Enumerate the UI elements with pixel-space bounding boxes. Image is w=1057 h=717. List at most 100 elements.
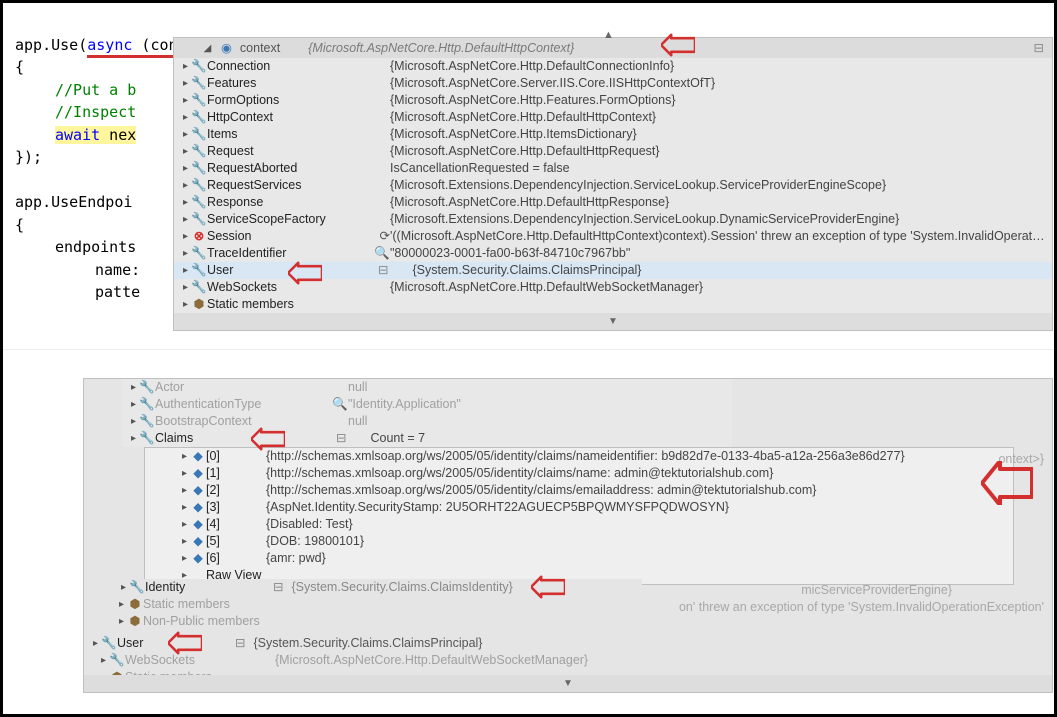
expander-icon[interactable]: ▸ bbox=[116, 596, 127, 613]
property-row[interactable]: ▸🔧User⊟{System.Security.Claims.ClaimsPri… bbox=[174, 262, 1052, 279]
expander-icon[interactable]: ▸ bbox=[180, 109, 191, 126]
expander-icon[interactable]: ▸ bbox=[98, 652, 109, 669]
expander-icon[interactable]: ▸ bbox=[116, 613, 127, 630]
expander-icon[interactable]: ▸ bbox=[118, 579, 129, 596]
property-row[interactable]: ▸🔧RequestServices{Microsoft.Extensions.D… bbox=[174, 177, 1052, 194]
cube-icon: ◆ bbox=[190, 516, 206, 533]
refresh-icon[interactable]: ⟳ bbox=[380, 229, 390, 243]
wrench-icon: 🔧 bbox=[129, 579, 145, 596]
property-row[interactable]: ▸🔧WebSockets{Microsoft.AspNetCore.Http.D… bbox=[84, 652, 704, 669]
expander-icon[interactable]: ▸ bbox=[180, 75, 191, 92]
claim-row[interactable]: ▸◆[5]{DOB: 19800101} bbox=[145, 533, 1013, 550]
property-row[interactable]: ▸🔧Items{Microsoft.AspNetCore.Http.ItemsD… bbox=[174, 126, 1052, 143]
property-value: {Microsoft.AspNetCore.Http.DefaultHttpRe… bbox=[390, 143, 1046, 160]
claim-row[interactable]: ▸◆[6]{amr: pwd} bbox=[145, 550, 1013, 567]
property-row[interactable]: ▸🔧BootstrapContextnull bbox=[122, 413, 732, 430]
expander-icon[interactable]: ▸ bbox=[180, 296, 191, 313]
search-icon[interactable]: 🔍 bbox=[332, 397, 348, 411]
pin-icon[interactable]: ⊟ bbox=[378, 262, 388, 279]
property-row[interactable]: ▸🔧Request{Microsoft.AspNetCore.Http.Defa… bbox=[174, 143, 1052, 160]
property-row[interactable]: ▸🔧HttpContext{Microsoft.AspNetCore.Http.… bbox=[174, 109, 1052, 126]
scroll-up-indicator[interactable]: ▲ bbox=[603, 29, 614, 41]
pin-icon[interactable]: ⊟ bbox=[273, 579, 283, 596]
expander-icon[interactable]: ▸ bbox=[180, 245, 191, 262]
expander-icon[interactable]: ▸ bbox=[180, 262, 191, 279]
claim-row[interactable]: ▸◆[0]{http://schemas.xmlsoap.org/ws/2005… bbox=[145, 448, 1013, 465]
debugger-tooltip-context[interactable]: ◢ ◉ context {Microsoft.AspNetCore.Http.D… bbox=[173, 37, 1053, 331]
expander-icon[interactable]: ▸ bbox=[180, 143, 191, 160]
property-row[interactable]: ▸🔧Actornull bbox=[122, 379, 732, 396]
error-icon: ⊗ bbox=[191, 228, 207, 245]
expander-icon[interactable]: ▸ bbox=[180, 194, 191, 211]
claim-value: {Disabled: Test} bbox=[266, 516, 1007, 533]
ghost-text: micServiceProviderEngine} bbox=[801, 582, 952, 599]
pin-icon[interactable]: ⊟ bbox=[1034, 40, 1044, 57]
claim-row[interactable]: ▸◆[2]{http://schemas.xmlsoap.org/ws/2005… bbox=[145, 482, 1013, 499]
property-row[interactable]: ▸⬢Non-Public members bbox=[102, 613, 642, 630]
property-row[interactable]: ▸🔧AuthenticationType🔍"Identity.Applicati… bbox=[122, 396, 732, 413]
identity-detail-panel[interactable]: ▸🔧Actornull▸🔧AuthenticationType🔍"Identit… bbox=[122, 379, 732, 447]
expander-icon[interactable]: ▸ bbox=[179, 465, 190, 482]
expander-icon[interactable]: ▸ bbox=[180, 211, 191, 228]
claim-row[interactable]: ▸◆[1]{http://schemas.xmlsoap.org/ws/2005… bbox=[145, 465, 1013, 482]
property-row[interactable]: ▸ 🔧 Identity ⊟ {System.Security.Claims.C… bbox=[102, 579, 642, 596]
property-row[interactable]: ▸🔧Claims⊟Count = 7 bbox=[122, 430, 732, 447]
property-name: Request bbox=[207, 143, 372, 160]
claim-row[interactable]: ▸◆[3]{AspNet.Identity.SecurityStamp: 2U5… bbox=[145, 499, 1013, 516]
property-row[interactable]: ▸🔧RequestAbortedIsCancellationRequested … bbox=[174, 160, 1052, 177]
scroll-down-indicator[interactable]: ▼ bbox=[174, 313, 1052, 330]
wrench-icon: 🔧 bbox=[191, 262, 207, 279]
expander-icon[interactable]: ▸ bbox=[180, 279, 191, 296]
property-row[interactable]: ▸ 🔧 User ⊟ {System.Security.Claims.Claim… bbox=[84, 635, 704, 652]
search-icon[interactable]: 🔍 bbox=[374, 246, 390, 260]
cube-icon: ◆ bbox=[190, 465, 206, 482]
property-row[interactable]: ▸🔧WebSockets{Microsoft.AspNetCore.Http.D… bbox=[174, 279, 1052, 296]
expander-icon[interactable]: ◢ bbox=[202, 40, 213, 57]
pin-icon[interactable]: ⊟ bbox=[235, 635, 245, 652]
expander-icon[interactable]: ▸ bbox=[179, 482, 190, 499]
expander-icon[interactable]: ▸ bbox=[180, 92, 191, 109]
expander-icon[interactable]: ▸ bbox=[180, 160, 191, 177]
expander-icon[interactable]: ▸ bbox=[128, 430, 139, 447]
expander-icon[interactable]: ▸ bbox=[180, 228, 191, 245]
property-value: {Microsoft.AspNetCore.Http.DefaultWebSoc… bbox=[390, 279, 1046, 296]
property-row[interactable]: ▸🔧ServiceScopeFactory{Microsoft.Extensio… bbox=[174, 211, 1052, 228]
property-name: Response bbox=[207, 194, 372, 211]
expander-icon[interactable]: ▸ bbox=[180, 177, 191, 194]
claim-index: [6] bbox=[206, 550, 266, 567]
code-line: name: bbox=[15, 259, 140, 282]
expander-icon[interactable]: ▸ bbox=[179, 448, 190, 465]
expander-icon[interactable]: ▸ bbox=[128, 413, 139, 430]
expander-icon[interactable]: ▸ bbox=[128, 379, 139, 396]
expander-icon[interactable]: ▸ bbox=[180, 126, 191, 143]
expander-icon[interactable]: ▸ bbox=[180, 58, 191, 75]
expander-icon[interactable]: ▸ bbox=[179, 516, 190, 533]
claims-list-panel[interactable]: ▸◆[0]{http://schemas.xmlsoap.org/ws/2005… bbox=[144, 447, 1014, 585]
pin-icon[interactable]: ⊟ bbox=[336, 430, 346, 447]
property-row[interactable]: ▸🔧Response{Microsoft.AspNetCore.Http.Def… bbox=[174, 194, 1052, 211]
property-row[interactable]: ▸🔧FormOptions{Microsoft.AspNetCore.Http.… bbox=[174, 92, 1052, 109]
expander-icon[interactable]: ▸ bbox=[179, 550, 190, 567]
property-row[interactable]: ▸🔧Connection{Microsoft.AspNetCore.Http.D… bbox=[174, 58, 1052, 75]
property-row[interactable]: ▸🔧Features{Microsoft.AspNetCore.Server.I… bbox=[174, 75, 1052, 92]
claim-index: [0] bbox=[206, 448, 266, 465]
expander-icon[interactable]: ▸ bbox=[179, 533, 190, 550]
property-name: RequestServices bbox=[207, 177, 372, 194]
expander-icon[interactable]: ▸ bbox=[179, 499, 190, 516]
property-row[interactable]: ▸🔧TraceIdentifier🔍"80000023-0001-fa00-b6… bbox=[174, 245, 1052, 262]
property-name: FormOptions bbox=[207, 92, 372, 109]
debugger-tooltip-user[interactable]: ▸🔧Actornull▸🔧AuthenticationType🔍"Identit… bbox=[83, 378, 1053, 693]
property-name: User bbox=[117, 635, 227, 652]
expander-icon[interactable]: ▸ bbox=[128, 396, 139, 413]
property-value: null bbox=[348, 413, 726, 430]
property-row[interactable]: ▸⬢Static members bbox=[174, 296, 1052, 313]
claim-row[interactable]: ▸◆[4]{Disabled: Test} bbox=[145, 516, 1013, 533]
property-name: Static members bbox=[143, 596, 318, 613]
code-comment: //Inspect bbox=[15, 101, 136, 124]
tooltip-header: ◢ ◉ context {Microsoft.AspNetCore.Http.D… bbox=[174, 38, 1052, 58]
property-row[interactable]: ▸⬢Static members bbox=[102, 596, 642, 613]
property-row[interactable]: ▸⊗Session⟳'((Microsoft.AspNetCore.Http.D… bbox=[174, 228, 1052, 245]
scroll-down-indicator[interactable]: ▼ bbox=[84, 675, 1052, 692]
property-value: "Identity.Application" bbox=[348, 396, 726, 413]
expander-icon[interactable]: ▸ bbox=[90, 635, 101, 652]
